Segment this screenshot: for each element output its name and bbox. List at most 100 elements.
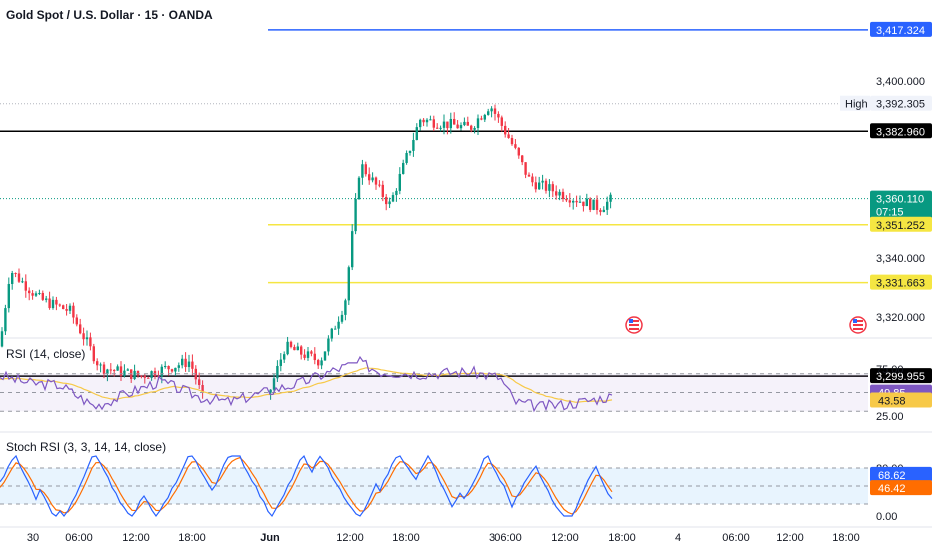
candle [92,343,95,364]
candle [429,115,432,121]
candle [521,154,524,166]
candle [606,196,609,215]
candle [310,350,313,357]
candle [48,291,51,310]
candle [276,360,279,383]
candle [38,289,41,296]
stoch-axis-tick: 0.00 [876,511,897,523]
price-label-high[interactable]: High 3,392.305 [840,95,932,111]
candle [347,265,350,306]
candle [453,112,456,125]
candle [415,123,418,141]
candle [374,176,378,190]
candle [96,358,99,371]
candle [31,290,34,300]
svg-text:3,299.955: 3,299.955 [876,371,925,383]
candle [11,270,14,290]
candle [544,178,548,194]
candle [548,179,551,198]
candle [534,176,537,193]
price-label-line-3417[interactable]: 3,417.324 [870,21,932,37]
candle [143,373,146,384]
price-label-line-3382[interactable]: 3,382.960 [870,123,932,139]
candle [45,295,48,303]
candle [398,167,401,195]
candle [456,120,459,129]
us-flag-icon[interactable] [625,316,643,334]
candle [436,123,439,129]
candle [568,193,571,208]
candle [181,354,184,369]
candle [442,114,446,135]
candle [17,268,21,283]
candle [62,304,65,310]
candle [582,201,585,212]
candlestick-series [0,104,612,400]
candle [79,318,82,335]
time-tick-label: 18:00 [178,532,206,544]
stoch-d-value-label: 46.42 [870,480,932,496]
candle [102,361,106,379]
candle [68,303,72,315]
candle [279,353,282,372]
candle [272,373,276,393]
candle [303,349,306,361]
candle [490,106,493,118]
rsi-axis-tick: 25.00 [876,411,904,423]
stoch-d-line [0,456,613,515]
candle [330,327,333,342]
candle [323,351,327,361]
candle [510,134,514,146]
candle [412,132,415,157]
candle [402,159,405,175]
candle [119,361,123,382]
candle [21,277,24,284]
svg-text:46.42: 46.42 [878,483,906,495]
candle [391,192,395,203]
candle [14,272,17,278]
rsi-ma-line [0,367,613,403]
candle [595,195,599,215]
candle [493,104,497,121]
candle [449,112,452,134]
candle [385,194,388,211]
candle [408,150,412,156]
candle [317,358,320,369]
candle [28,287,31,301]
svg-text:3,331.663: 3,331.663 [876,278,925,290]
candle [381,180,384,202]
candle [589,197,592,213]
candle [361,159,364,185]
us-flag-icon[interactable] [849,316,867,334]
candle [470,124,473,133]
price-tick-label: 3,320.000 [876,312,925,324]
candle [191,354,194,376]
candle [65,303,68,316]
candle [500,115,503,132]
symbol-title: Gold Spot / U.S. Dollar · 15 · OANDA [6,8,213,22]
candle [296,342,299,351]
countdown-timer: 07:15 [876,207,904,219]
svg-text:68.62: 68.62 [878,470,906,482]
price-label-line-3299[interactable]: 3,299.955 [870,368,932,384]
rsi-pane [0,355,868,413]
candle [354,193,357,235]
price-axis: 3,400.0003,340.0003,320.0003,434.2573,41… [840,21,932,523]
candle [561,188,565,202]
candle [113,369,116,377]
price-label-line-3351[interactable]: 3,351.252 [870,216,932,232]
time-tick-label: 06:00 [494,532,522,544]
candle [177,362,180,372]
candle [585,193,588,207]
candle [106,368,109,382]
stoch-rsi-pane [0,454,868,518]
candle [432,115,435,132]
candle [483,113,486,123]
candle [109,363,112,375]
candle [466,116,469,126]
candle [572,199,575,210]
candle [565,195,568,203]
price-label-line-3331[interactable]: 3,331.663 [870,274,932,290]
